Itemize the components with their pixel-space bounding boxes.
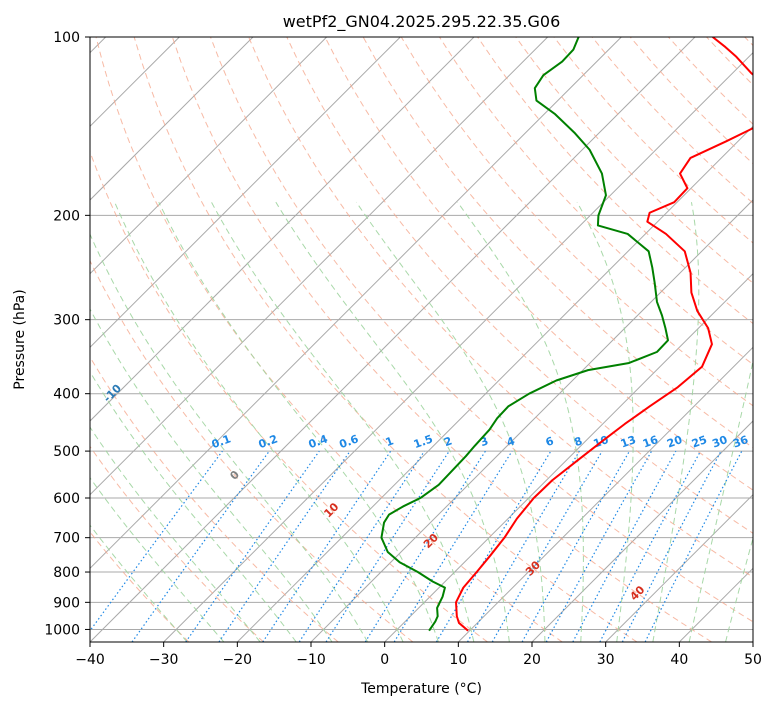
mixing-ratio-label: 13 xyxy=(619,433,638,450)
y-tick-label: 100 xyxy=(53,30,80,46)
y-axis-label: Pressure (hPa) xyxy=(12,289,28,389)
x-tick-label: 50 xyxy=(744,652,762,668)
mixing-ratio-label: 0.4 xyxy=(307,432,330,451)
dry-adiabat-line xyxy=(707,37,775,642)
moist-adiabat-line xyxy=(458,202,584,642)
y-tick-label: 500 xyxy=(53,444,80,460)
moist-adiabat-line xyxy=(0,202,260,642)
temperature-profile-line xyxy=(456,37,771,631)
dry-adiabat-line xyxy=(592,37,775,642)
mixing-ratio-line xyxy=(299,451,424,642)
isotherm-line xyxy=(0,37,400,642)
y-tick-label: 600 xyxy=(53,491,80,507)
dry-adiabat-line xyxy=(516,37,775,642)
dry-adiabat-line xyxy=(0,37,189,642)
dry-adiabat-line xyxy=(668,37,775,642)
x-tick-label: −10 xyxy=(296,652,326,668)
mixing-ratio-label: 1 xyxy=(384,434,396,449)
y-tick-label: 700 xyxy=(53,531,80,547)
y-tick-label: 1000 xyxy=(44,622,80,638)
x-tick-label: −40 xyxy=(75,652,105,668)
isotherm-line xyxy=(90,37,695,642)
isotherm-line xyxy=(679,37,775,642)
y-tick-label: 200 xyxy=(53,208,80,224)
mixing-ratio-line xyxy=(263,451,391,642)
moist-adiabat-line xyxy=(115,202,403,642)
moist-adiabat-line xyxy=(653,202,699,642)
mixing-ratio-line xyxy=(436,451,550,642)
moist-adiabat-line xyxy=(43,202,332,642)
y-tick-label: 400 xyxy=(53,387,80,403)
x-tick-label: 20 xyxy=(523,652,541,668)
mixing-ratio-label: 20 xyxy=(665,433,684,451)
dry-adiabat-label: 40 xyxy=(627,583,647,603)
x-tick-label: 30 xyxy=(597,652,615,668)
mixing-ratio-label: 36 xyxy=(731,433,750,451)
isotherm-line xyxy=(753,37,775,642)
x-tick-label: 0 xyxy=(380,652,389,668)
dry-adiabat-label: 30 xyxy=(523,558,543,578)
x-tick-label: 10 xyxy=(449,652,467,668)
mixing-ratio-label: 4 xyxy=(505,434,517,449)
mixing-ratio-label: 2 xyxy=(442,434,454,449)
isotherm-line xyxy=(458,37,775,642)
dry-adiabat-label: 20 xyxy=(421,531,441,551)
isotherm-line xyxy=(237,37,775,642)
y-tick-label: 900 xyxy=(53,595,80,611)
mixing-ratio-line xyxy=(573,451,676,642)
mixing-ratio-line xyxy=(82,451,223,642)
y-tick-label: 300 xyxy=(53,313,80,329)
x-tick-label: −30 xyxy=(149,652,179,668)
moist-adiabat-line xyxy=(726,202,775,642)
isotherm-line xyxy=(311,37,775,642)
isotherm-line xyxy=(0,37,474,642)
mixing-ratio-label: 8 xyxy=(572,434,584,449)
mixing-ratio-line xyxy=(600,451,701,642)
isotherm-line xyxy=(0,37,327,642)
dry-adiabat-line xyxy=(20,37,413,642)
x-axis-label: Temperature (°C) xyxy=(360,681,482,697)
mixing-ratio-label: 0.1 xyxy=(210,432,233,451)
plot-area: 0.10.20.40.611.52346810131620253036-100-… xyxy=(0,22,775,642)
moist-adiabat-line xyxy=(159,202,439,642)
isotherm-line xyxy=(16,37,621,642)
dry-adiabat-line xyxy=(0,37,338,642)
dry-adiabat-line xyxy=(0,37,264,642)
y-tick-label: 800 xyxy=(53,565,80,581)
moist-adiabat-line xyxy=(689,202,775,642)
x-tick-label: 40 xyxy=(670,652,688,668)
mixing-ratio-line xyxy=(546,451,651,642)
mixing-ratio-label: 25 xyxy=(690,433,709,450)
dry-adiabat-label: -10 xyxy=(101,381,124,404)
mixing-ratio-label: 6 xyxy=(544,434,556,449)
isotherm-line xyxy=(164,37,769,642)
isotherm-line xyxy=(385,37,775,642)
moist-adiabat-line xyxy=(77,202,368,642)
dry-adiabat-line xyxy=(554,37,775,642)
chart-title: wetPf2_GN04.2025.295.22.35.G06 xyxy=(283,12,561,32)
dry-adiabat-line xyxy=(134,37,637,642)
dry-adiabat-line xyxy=(58,37,488,642)
isotherm-line xyxy=(0,37,253,642)
x-tick-label: −20 xyxy=(223,652,253,668)
mixing-ratio-label: 16 xyxy=(641,433,660,451)
